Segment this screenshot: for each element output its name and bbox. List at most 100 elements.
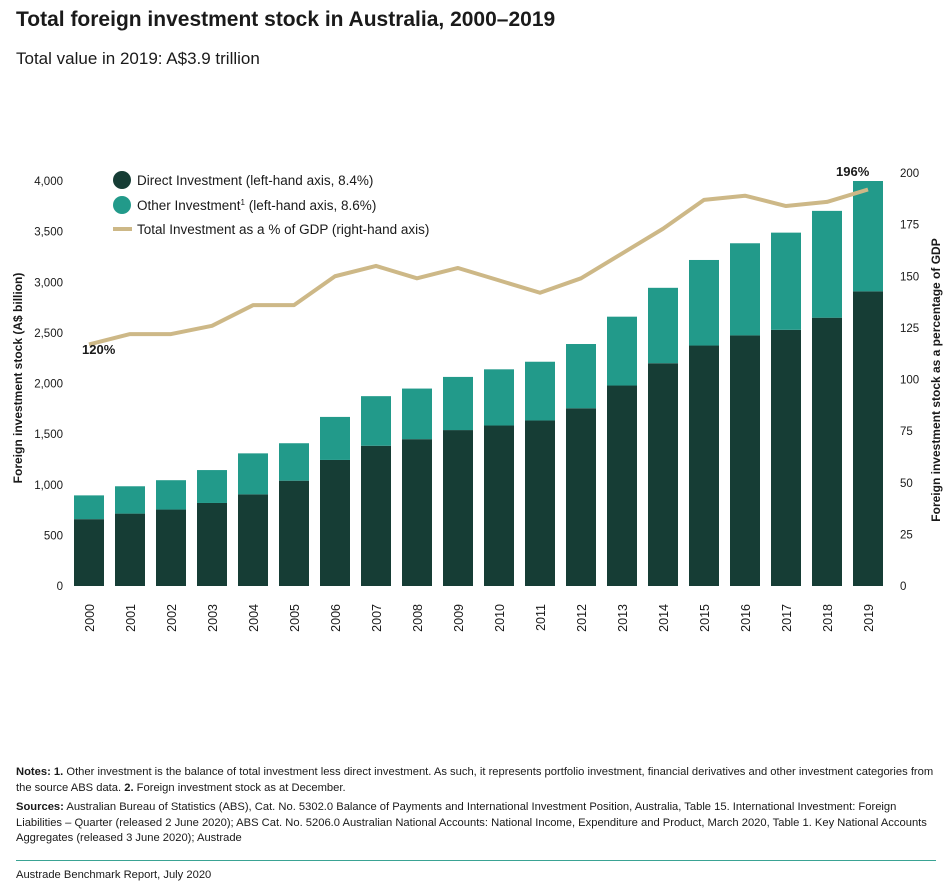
bar-direct-investment	[812, 317, 842, 586]
x-tick-label: 2018	[821, 604, 835, 632]
notes-block: Notes: 1. Other investment is the balanc…	[16, 765, 936, 851]
legend-direct-swatch	[113, 171, 131, 189]
note-1-text: Other investment is the balance of total…	[16, 766, 934, 794]
bar-other-investment	[279, 443, 309, 481]
bar-other-investment	[689, 259, 719, 346]
y-right-axis-title: Foreign investment stock as a percentage…	[929, 238, 943, 521]
bar-direct-investment	[853, 291, 883, 586]
y-left-tick-label: 4,000	[34, 176, 63, 188]
y-right-tick-label: 25	[900, 529, 913, 541]
bar-other-investment	[238, 453, 268, 495]
x-tick-label: 2005	[288, 604, 302, 632]
x-tick-label: 2011	[534, 604, 548, 631]
x-tick-label: 2006	[329, 604, 343, 632]
y-right-tick-label: 200	[900, 168, 919, 180]
y-left-tick-label: 3,500	[34, 227, 63, 239]
x-tick-label: 2007	[370, 604, 384, 632]
bar-direct-investment	[566, 408, 596, 586]
x-tick-label: 2015	[698, 604, 712, 632]
bar-other-investment	[361, 396, 391, 446]
x-tick-label: 2016	[739, 604, 753, 632]
y-right-tick-label: 0	[900, 581, 906, 593]
bar-other-investment	[730, 243, 760, 336]
bar-direct-investment	[484, 425, 514, 586]
bar-direct-investment	[115, 513, 145, 586]
bar-other-investment	[648, 287, 678, 364]
x-tick-label: 2004	[247, 604, 261, 632]
y-left-tick-label: 3,000	[34, 277, 63, 289]
y-right-tick-label: 50	[900, 478, 913, 490]
annotation-end-value: 196%	[836, 164, 870, 179]
y-left-tick-label: 500	[44, 530, 63, 542]
legend-other-label: Other Investment1 (left-hand axis, 8.6%)	[137, 198, 376, 213]
bar-direct-investment	[361, 445, 391, 586]
note-1-label: 1.	[53, 766, 64, 778]
y-right-tick-label: 150	[900, 271, 919, 283]
bar-other-investment	[156, 480, 186, 510]
sources-label: Sources:	[16, 801, 64, 813]
footer-text: Austrade Benchmark Report, July 2020	[16, 869, 212, 881]
bar-direct-investment	[730, 335, 760, 586]
x-tick-label: 2010	[493, 604, 507, 632]
y-left-tick-label: 0	[57, 581, 63, 593]
bar-direct-investment	[689, 345, 719, 586]
bar-other-investment	[443, 376, 473, 431]
bar-direct-investment	[238, 494, 268, 586]
notes-label: Notes:	[16, 766, 51, 778]
bar-direct-investment	[443, 430, 473, 586]
note-2-text: Foreign investment stock as at December.	[133, 781, 346, 794]
y-right-tick-label: 100	[900, 375, 919, 387]
bar-direct-investment	[197, 502, 227, 586]
x-tick-label: 2014	[657, 604, 671, 632]
bar-direct-investment	[320, 459, 350, 586]
x-tick-label: 2009	[452, 604, 466, 632]
y-right-tick-label: 75	[900, 426, 913, 438]
bar-direct-investment	[156, 509, 186, 586]
y-right-tick-label: 175	[900, 220, 919, 232]
bar-direct-investment	[771, 329, 801, 586]
legend-direct-label: Direct Investment (left-hand axis, 8.4%)	[137, 173, 373, 188]
sources-text: Australian Bureau of Statistics (ABS), C…	[16, 801, 927, 844]
bar-other-investment	[197, 470, 227, 503]
y-left-axis-title: Foreign investment stock (A$ billion)	[11, 273, 25, 484]
bar-other-investment	[771, 232, 801, 330]
x-tick-label: 2001	[124, 604, 138, 632]
bar-direct-investment	[402, 439, 432, 586]
annotation-start-value: 120%	[82, 342, 116, 357]
y-left-tick-label: 2,000	[34, 379, 63, 391]
note-2-label: 2.	[124, 781, 134, 794]
notes-paragraph: Notes: 1. Other investment is the balanc…	[16, 765, 936, 796]
legend-other-swatch	[113, 196, 131, 214]
bar-direct-investment	[607, 385, 637, 586]
bar-direct-investment	[525, 420, 555, 586]
bar-direct-investment	[279, 480, 309, 586]
bar-direct-investment	[74, 519, 104, 586]
bar-other-investment	[74, 495, 104, 520]
bar-other-investment	[320, 416, 350, 460]
chart-title: Total foreign investment stock in Austra…	[16, 8, 556, 31]
x-tick-label: 2012	[575, 604, 589, 632]
x-tick-label: 2019	[862, 604, 876, 632]
chart-subtitle: Total value in 2019: A$3.9 trillion	[16, 49, 260, 68]
y-left-tick-label: 1,000	[34, 480, 63, 492]
gdp-percentage-line	[88, 187, 869, 347]
x-tick-label: 2017	[780, 604, 794, 632]
bar-other-investment	[525, 361, 555, 421]
chart-area: 0 500 1,000 1,500 2,000 2,500 3,000 3,500 4,000 0…	[11, 164, 943, 632]
bar-other-investment	[853, 181, 883, 292]
x-tick-label: 2000	[83, 604, 97, 632]
x-tick-label: 2002	[165, 604, 179, 632]
y-left-tick-label: 2,500	[34, 328, 63, 340]
x-tick-label: 2003	[206, 604, 220, 632]
bar-other-investment	[115, 486, 145, 514]
bar-other-investment	[607, 316, 637, 386]
legend-line-label: Total Investment as a % of GDP (right-ha…	[137, 222, 429, 237]
bar-other-investment	[566, 344, 596, 409]
x-tick-label: 2013	[616, 604, 630, 632]
bar-other-investment	[812, 210, 842, 318]
bar-direct-investment	[648, 363, 678, 586]
footer-divider	[16, 860, 936, 861]
x-tick-label: 2008	[411, 604, 425, 632]
y-left-tick-label: 1,500	[34, 429, 63, 441]
bar-other-investment	[402, 388, 432, 440]
